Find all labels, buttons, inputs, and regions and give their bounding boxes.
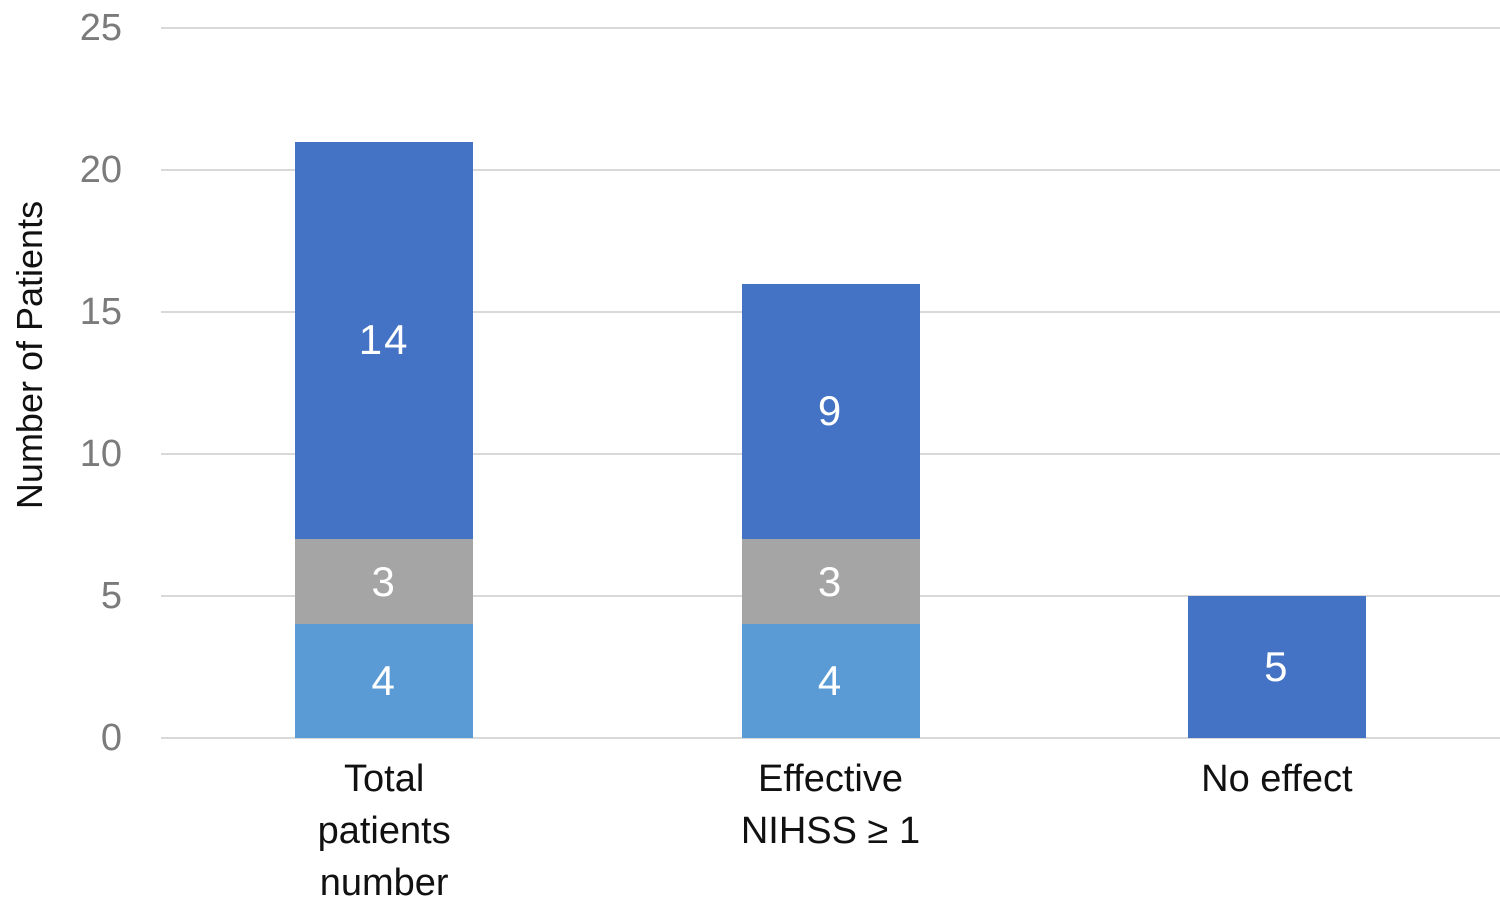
bar-segment-value-label: 4 — [371, 657, 397, 705]
bar-segment-top-segment: 5 — [1187, 596, 1366, 738]
bar-segment-value-label: 14 — [358, 316, 410, 364]
x-category-label-line: No effect — [1201, 758, 1353, 800]
bar-segment-value-label: 3 — [817, 557, 844, 605]
bar-segment-middle-segment: 3 — [741, 539, 920, 625]
bar-segment-bottom-segment: 4 — [295, 624, 474, 738]
y-tick-label: 5 — [100, 575, 122, 617]
y-tick-label: 10 — [79, 433, 122, 475]
bar-segment-value-label: 4 — [817, 657, 844, 705]
y-tick-label: 25 — [79, 7, 122, 49]
x-category-label: Effective NIHSS ≥ 1 — [607, 753, 1053, 857]
gridline — [161, 169, 1500, 171]
y-tick-label: 15 — [79, 291, 122, 333]
bar-segment-middle-segment: 3 — [295, 539, 474, 625]
x-category-label-line: patients — [317, 810, 451, 852]
gridline — [161, 27, 1500, 29]
x-category-label: Total patients number — [161, 753, 607, 904]
y-tick-label: 20 — [79, 149, 122, 191]
bar-segment-value-label: 5 — [1264, 643, 1290, 690]
x-category-label: No effect — [1054, 753, 1500, 805]
bar-segment-bottom-segment: 4 — [741, 624, 920, 738]
x-category-label-line: Total — [344, 758, 425, 800]
y-tick-label: 0 — [100, 717, 122, 759]
x-category-label-line: number — [319, 862, 449, 904]
bar-segment-top-segment: 14 — [295, 141, 474, 540]
bar-segment-value-label: 3 — [371, 557, 397, 605]
bar-segment-value-label: 9 — [817, 387, 844, 435]
gridline — [161, 737, 1500, 739]
bar-segment-top-segment: 9 — [741, 283, 920, 540]
x-category-label-line: Effective — [757, 758, 904, 800]
x-category-label-line: NIHSS ≥ 1 — [740, 810, 921, 852]
